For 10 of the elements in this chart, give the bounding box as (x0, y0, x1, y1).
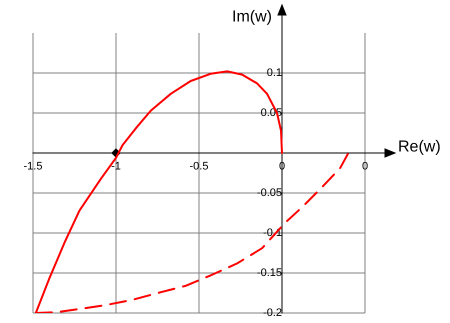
x-tick-label: -1.5 (24, 160, 42, 173)
y-axis-title: Im(w) (232, 8, 272, 26)
x-tick-label: -0.5 (190, 160, 208, 173)
y-tick-label: -0.05 (256, 187, 282, 200)
y-tick-label: 0.1 (266, 67, 282, 80)
y-tick-label: -0.15 (256, 267, 282, 280)
x-axis-title: Re(w) (398, 138, 441, 156)
y-tick-label: -0.2 (263, 307, 282, 320)
x-tick-label: 0 (362, 160, 368, 173)
x-tick-label: -1 (111, 160, 121, 173)
